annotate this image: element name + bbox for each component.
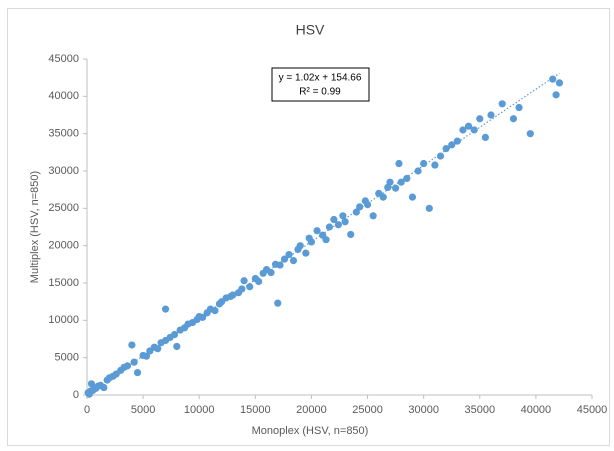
- point: [198, 313, 207, 321]
- point: [552, 91, 560, 99]
- x-tick-label: 10000: [184, 404, 215, 416]
- y-tick-label: 0: [73, 389, 79, 401]
- point: [408, 193, 417, 201]
- x-tick-label: 0: [84, 404, 90, 416]
- x-axis-title: Monoplex (HSV, n=850): [252, 425, 369, 437]
- x-tick-label: 30000: [408, 404, 439, 416]
- point: [341, 218, 349, 226]
- point: [161, 305, 170, 313]
- point: [142, 352, 151, 360]
- y-tick-label: 30000: [48, 165, 79, 177]
- point: [386, 178, 394, 186]
- chart-title: HSV: [296, 22, 325, 38]
- y-tick-label: 25000: [48, 202, 79, 214]
- point: [128, 341, 136, 349]
- point: [322, 236, 330, 244]
- point: [173, 342, 181, 351]
- point: [267, 268, 275, 277]
- point: [487, 111, 495, 119]
- x-tick-label: 5000: [131, 404, 155, 416]
- y-tick-label: 5000: [55, 352, 79, 364]
- point: [476, 115, 484, 123]
- trendline: [86, 72, 560, 395]
- point: [100, 383, 108, 392]
- point: [549, 75, 557, 83]
- y-tick-label: 40000: [48, 90, 79, 102]
- point: [448, 141, 456, 149]
- point: [509, 115, 518, 123]
- point: [133, 369, 142, 377]
- point: [395, 159, 403, 168]
- point: [414, 167, 422, 175]
- point: [240, 277, 248, 285]
- y-tick-label: 15000: [48, 277, 79, 289]
- point: [255, 277, 263, 286]
- x-tick-label: 35000: [464, 404, 495, 416]
- point: [334, 221, 342, 229]
- x-tick-label: 45000: [577, 404, 608, 416]
- trend-equation: y = 1.02x + 154.66: [279, 73, 362, 84]
- y-axis-title: Multiplex (HSV, n=850): [29, 171, 41, 283]
- point: [442, 145, 450, 153]
- point: [289, 257, 298, 265]
- point: [403, 174, 411, 183]
- point: [470, 126, 478, 134]
- point: [307, 238, 316, 246]
- point: [453, 137, 461, 145]
- point: [276, 261, 284, 269]
- point: [392, 184, 400, 192]
- point: [330, 215, 338, 224]
- point: [339, 212, 347, 220]
- point: [436, 152, 445, 160]
- x-tick-label: 15000: [240, 404, 271, 416]
- point: [302, 249, 310, 257]
- equation-box: [271, 67, 370, 102]
- point: [498, 100, 506, 108]
- point: [420, 159, 428, 168]
- point: [347, 230, 355, 239]
- point: [211, 307, 219, 315]
- y-tick-label: 20000: [48, 240, 79, 252]
- point: [325, 223, 333, 231]
- x-tick-label: 25000: [352, 404, 383, 416]
- y-tick-label: 35000: [48, 128, 79, 140]
- point: [352, 208, 360, 216]
- point: [459, 126, 467, 134]
- point: [515, 103, 523, 112]
- point: [379, 193, 387, 201]
- point: [431, 161, 439, 169]
- y-tick-label: 10000: [48, 314, 79, 326]
- point: [555, 79, 564, 87]
- point: [246, 283, 254, 291]
- point: [425, 204, 433, 212]
- point: [356, 203, 364, 211]
- trend-r2: R² = 0.99: [299, 87, 341, 98]
- point: [238, 285, 246, 293]
- point: [296, 242, 304, 250]
- point: [369, 212, 377, 220]
- point: [526, 130, 534, 138]
- point: [397, 178, 405, 186]
- point: [274, 299, 282, 307]
- x-tick-label: 40000: [521, 404, 552, 416]
- y-tick-label: 45000: [48, 53, 79, 65]
- x-tick-label: 20000: [296, 404, 327, 416]
- point: [154, 345, 162, 353]
- point: [285, 251, 293, 259]
- point: [464, 122, 473, 130]
- point: [481, 133, 489, 141]
- point: [313, 227, 321, 235]
